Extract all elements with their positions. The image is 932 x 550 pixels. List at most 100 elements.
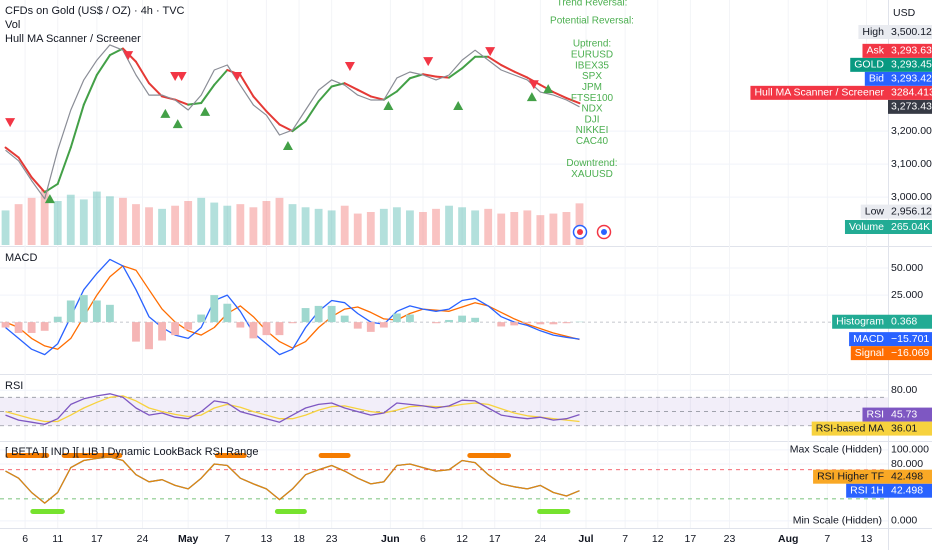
pane: [0, 44, 888, 245]
trend-segment: [174, 98, 190, 106]
price-label-box: [888, 43, 932, 58]
volume-bar: [27, 197, 36, 245]
trend-segment: [239, 73, 255, 98]
volume-bar: [458, 207, 467, 245]
price-label-name: RSI-based MA: [816, 422, 884, 434]
price-label-name-box: [850, 346, 888, 361]
trend-segment: [461, 55, 477, 70]
volume-bar: [562, 212, 571, 245]
volume-bar: [236, 204, 245, 245]
price-label: 42.498 RSI 1H: [846, 483, 932, 498]
trend-segment: [4, 146, 20, 159]
buy-signal: [543, 84, 554, 94]
price-label-box: [888, 421, 932, 436]
x-tick-label: 6: [420, 533, 426, 545]
price-label-box: [888, 85, 932, 100]
price-label-value: 265.04K: [891, 221, 930, 233]
price-label: 3,293.630 Ask: [862, 43, 932, 58]
scanner-text: IBEX35: [575, 60, 609, 71]
series-line: [5, 44, 580, 200]
y-tick-label: 80.000: [891, 458, 923, 470]
histogram-bar: [340, 315, 349, 323]
price-label-name: RSI Higher TF: [817, 470, 884, 482]
sell-signal: [528, 80, 539, 90]
price-label: 3284.413 Hull MA Scanner / Screener: [750, 85, 932, 100]
price-label-name: Low: [865, 205, 885, 217]
currency-label: USD: [893, 7, 916, 19]
x-tick-label: 11: [52, 533, 63, 545]
histogram-bar: [379, 322, 388, 328]
price-label-name: GOLD: [854, 59, 884, 71]
histogram-bar: [184, 322, 193, 330]
pane-title: MACD: [5, 252, 37, 264]
volume-bar: [1, 210, 10, 245]
trend-segment: [200, 83, 216, 105]
volume-bar: [132, 204, 140, 245]
volume-bar: [275, 197, 284, 245]
histogram-bar: [536, 322, 545, 325]
price-label-value: 42.498: [891, 484, 923, 496]
price-label-value: 3,293.450: [891, 59, 932, 71]
series-line: [5, 393, 580, 426]
series-line: [5, 258, 580, 356]
pane-title: [ BETA ][ IND ][ LIB ] Dynamic LookBack …: [5, 446, 259, 458]
volume-bar: [210, 202, 219, 245]
scanner-text: Uptrend:: [573, 39, 611, 50]
volume-bar: [66, 194, 75, 245]
price-label-value: 42.498: [891, 470, 923, 482]
trend-segment: [382, 90, 398, 101]
pane: [0, 258, 888, 356]
histogram-bar: [510, 322, 519, 326]
volume-bar: [14, 204, 23, 245]
price-label: 0.368 Histogram: [832, 314, 932, 329]
volume-bar: [471, 210, 480, 245]
price-label-box: [888, 346, 932, 361]
price-label: 265.04K Volume: [844, 220, 932, 234]
price-label-name: Signal: [855, 347, 884, 359]
price-label-value: −15.701: [891, 333, 929, 345]
scanner-text: NDX: [581, 104, 602, 115]
price-label: 36.01 RSI-based MA: [811, 421, 932, 436]
oversold-range: [537, 509, 571, 514]
volume-bar: [171, 205, 180, 245]
histogram-bar: [327, 305, 336, 323]
x-tick-label: 23: [326, 533, 338, 545]
price-label-box: [888, 483, 932, 498]
scanner-text: SPX: [582, 71, 602, 82]
histogram-bar: [171, 322, 180, 336]
price-label-value: 45.73: [891, 408, 917, 420]
trend-segment: [148, 82, 164, 98]
histogram-bar: [314, 305, 323, 323]
pane: [0, 389, 888, 427]
sell-signal: [485, 47, 496, 57]
overbought-range: [318, 453, 351, 458]
volume-bar: [79, 199, 88, 245]
price-label-name-box: [860, 204, 888, 219]
histogram-bar: [53, 316, 62, 323]
overbought-range: [5, 453, 50, 458]
price-label-name-box: [849, 332, 888, 347]
volume-bar: [419, 212, 427, 245]
price-label-name-box: [811, 421, 888, 436]
volume-bar: [92, 191, 101, 245]
price-label-value: 3,500.120: [891, 26, 932, 38]
scanner-text: CAC40: [576, 136, 609, 147]
x-tick-label: Jun: [381, 533, 400, 545]
price-label-name: Histogram: [836, 316, 884, 328]
histogram-bar: [145, 322, 153, 350]
histogram-bar: [1, 322, 10, 328]
scanner-text: EURUSD: [571, 50, 613, 61]
histogram-bar: [105, 304, 114, 323]
y-tick-label: 80.00: [891, 384, 917, 396]
overbought-range: [214, 453, 247, 458]
histogram-bar: [79, 295, 88, 323]
volume-bar: [379, 208, 388, 245]
buy-signal: [160, 108, 171, 118]
pane-title: RSI: [5, 380, 23, 392]
sell-signal: [123, 51, 134, 61]
volume-bar: [197, 197, 206, 245]
histogram-bar: [27, 322, 36, 333]
volume-bar: [392, 207, 401, 245]
oversold-range: [274, 509, 307, 514]
